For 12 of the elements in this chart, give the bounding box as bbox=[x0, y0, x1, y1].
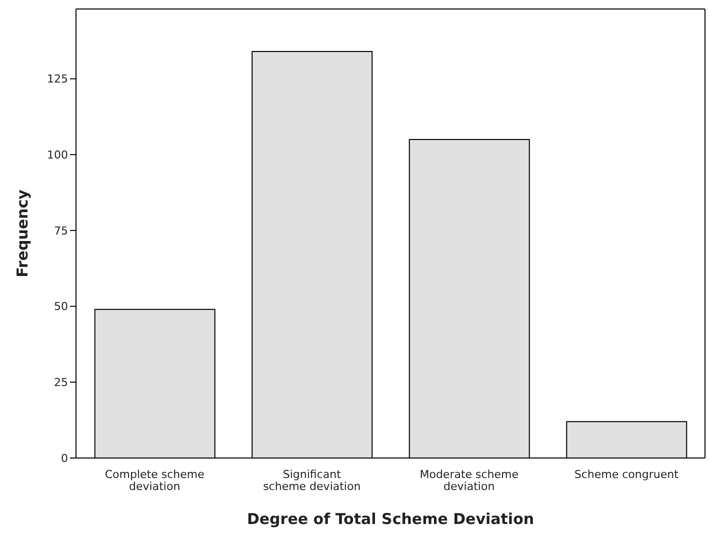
y-axis-title: Frequency bbox=[13, 189, 32, 278]
x-tick-label: Scheme congruent bbox=[574, 468, 680, 481]
y-tick-label: 25 bbox=[54, 376, 68, 390]
y-tick-label: 75 bbox=[54, 224, 68, 238]
x-axis-title: Degree of Total Scheme Deviation bbox=[246, 510, 534, 528]
y-tick-label: 0 bbox=[61, 452, 68, 465]
x-tick-label: Moderate scheme deviation bbox=[420, 468, 519, 493]
y-tick-label: 125 bbox=[47, 72, 68, 86]
y-tick-label: 100 bbox=[47, 148, 68, 162]
y-tick-label: 50 bbox=[54, 300, 68, 314]
x-tick-label: Complete scheme deviation bbox=[104, 468, 205, 493]
x-tick-label: Significant scheme deviation bbox=[263, 468, 361, 493]
